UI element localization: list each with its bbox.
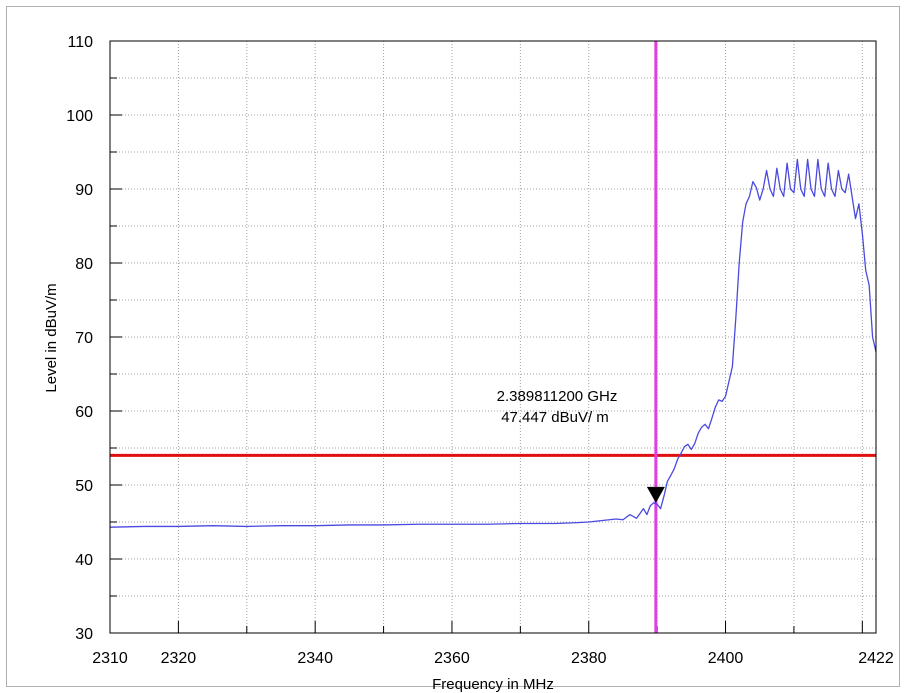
marker-group [646,486,665,503]
series-line [109,158,877,528]
x-tick-label: 2320 [161,650,197,667]
y-tick-label: 50 [75,478,93,495]
x-tick-label: 2422 [858,650,894,667]
x-tick-label: 2310 [92,650,128,667]
marker-level-label: 47.447 dBuV/ m [501,409,609,426]
y-tick-label: 110 [67,34,93,51]
y-tick-label: 100 [66,108,93,125]
x-tick-labels: 2310 2320 2340 2360 2380 2400 2422 [92,650,894,667]
y-tick-label: 60 [75,404,93,421]
y-tick-label: 90 [75,182,93,199]
series-group [109,158,877,528]
x-tick-label: 2380 [571,650,607,667]
y-tick-labels: 30 40 50 60 70 80 90 100 110 [66,34,93,643]
x-axis-title: Frequency in MHz [432,676,554,693]
chart-frame [6,6,900,687]
y-tick-label: 70 [75,330,93,347]
marker-frequency-label: 2.389811200 GHz [497,388,618,405]
x-tick-label: 2360 [434,650,470,667]
grid [110,41,876,633]
y-tick-label: 40 [75,552,93,569]
y-tick-label: 30 [75,626,93,643]
y-tick-label: 80 [75,256,93,273]
x-tick-label: 2400 [708,650,744,667]
y-axis-title: Level in dBuV/m [43,283,60,392]
marker-triangle [646,486,665,503]
plot-border [109,40,877,634]
x-tick-label: 2340 [297,650,333,667]
